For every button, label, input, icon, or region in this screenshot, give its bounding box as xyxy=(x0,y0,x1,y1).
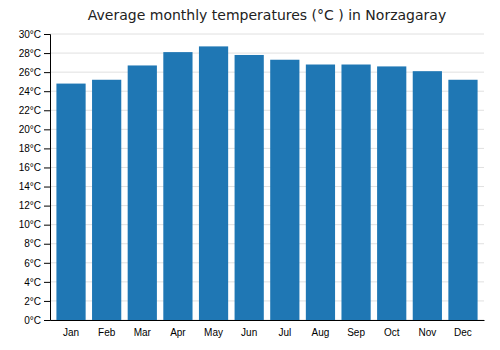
chart: 0°C 2°C 4°C 6°C 8°C 10°C 12°C 14°C 16°C 18°C 20°C 2… xyxy=(0,0,500,350)
tick-mark xyxy=(44,225,50,226)
bar xyxy=(413,71,442,320)
tick: May xyxy=(204,327,223,338)
tick-label: Apr xyxy=(170,327,186,338)
tick: 14°C xyxy=(19,181,50,192)
tick-label: Mar xyxy=(134,327,152,338)
tick-label: 24°C xyxy=(19,86,41,97)
tick-label: Jun xyxy=(241,327,257,338)
tick-mark xyxy=(44,320,50,321)
tick: 8°C xyxy=(24,238,50,249)
tick-label: Nov xyxy=(418,327,436,338)
x-axis: Jan Feb Mar Apr May Jun Jul Aug Sep Oct Nov Dec xyxy=(51,321,485,339)
bar xyxy=(163,52,192,320)
bars xyxy=(56,46,477,320)
tick: 22°C xyxy=(19,105,50,116)
tick-label: 0°C xyxy=(24,315,41,326)
tick: Nov xyxy=(418,327,436,338)
tick: 28°C xyxy=(19,48,50,59)
bar xyxy=(306,65,335,320)
tick: 12°C xyxy=(19,200,50,211)
tick-label: Aug xyxy=(312,327,330,338)
tick: 10°C xyxy=(19,219,50,230)
tick-label: Jan xyxy=(63,327,79,338)
tick-mark xyxy=(44,187,50,188)
tick-label: 4°C xyxy=(24,277,41,288)
bar xyxy=(448,80,477,320)
tick: Mar xyxy=(134,327,152,338)
tick: 20°C xyxy=(19,124,50,135)
tick: Jan xyxy=(63,327,79,338)
grid-line xyxy=(50,34,484,35)
bar xyxy=(56,84,85,320)
tick-label: 12°C xyxy=(19,200,41,211)
tick: Dec xyxy=(454,327,472,338)
tick-label: 10°C xyxy=(19,219,41,230)
bar xyxy=(199,46,228,320)
bar xyxy=(341,65,370,320)
tick: 4°C xyxy=(24,277,50,288)
tick-label: 28°C xyxy=(19,48,41,59)
tick-mark xyxy=(44,53,50,54)
tick-label: Feb xyxy=(98,327,116,338)
tick-label: Dec xyxy=(454,327,472,338)
tick-label: 14°C xyxy=(19,181,41,192)
tick: 6°C xyxy=(24,258,50,269)
tick-label: May xyxy=(204,327,223,338)
plot: 0°C 2°C 4°C 6°C 8°C 10°C 12°C 14°C 16°C 18°C 20°C 2… xyxy=(19,29,485,338)
tick-label: 18°C xyxy=(19,143,41,154)
axis-line xyxy=(51,320,485,321)
tick-mark xyxy=(44,72,50,73)
axis-line xyxy=(44,35,51,321)
tick: Sep xyxy=(347,327,365,338)
tick: 26°C xyxy=(19,67,50,78)
tick-label: 8°C xyxy=(24,238,41,249)
tick-mark xyxy=(44,167,50,168)
tick-mark xyxy=(44,110,50,111)
tick-label: 26°C xyxy=(19,67,41,78)
tick-mark xyxy=(44,129,50,130)
tick-label: 6°C xyxy=(24,258,41,269)
tick: 16°C xyxy=(19,162,50,173)
bar xyxy=(270,60,299,320)
tick-mark xyxy=(44,148,50,149)
tick: 0°C xyxy=(24,315,50,326)
grid xyxy=(50,34,484,320)
tick-label: 2°C xyxy=(24,296,41,307)
tick: Jun xyxy=(241,327,257,338)
bar xyxy=(128,65,157,320)
tick-label: Sep xyxy=(347,327,365,338)
tick-mark xyxy=(44,34,50,35)
tick: Jul xyxy=(278,327,291,338)
tick: Apr xyxy=(170,327,186,338)
y-axis: 0°C 2°C 4°C 6°C 8°C 10°C 12°C 14°C 16°C 18°C 20°C 2… xyxy=(19,29,51,326)
grid-line xyxy=(50,53,484,54)
tick: Oct xyxy=(384,327,400,338)
tick: 30°C xyxy=(19,29,50,40)
bar xyxy=(92,80,121,320)
tick: 24°C xyxy=(19,86,50,97)
tick-mark xyxy=(44,301,50,302)
tick: 2°C xyxy=(24,296,50,307)
tick-label: Oct xyxy=(384,327,400,338)
bar xyxy=(377,66,406,320)
bar xyxy=(235,55,264,320)
tick-mark xyxy=(44,244,50,245)
tick-label: Jul xyxy=(278,327,291,338)
tick-label: 16°C xyxy=(19,162,41,173)
tick-mark xyxy=(44,263,50,264)
tick-mark xyxy=(44,206,50,207)
tick: 18°C xyxy=(19,143,50,154)
tick: Aug xyxy=(312,327,330,338)
tick: Feb xyxy=(98,327,116,338)
tick-label: 22°C xyxy=(19,105,41,116)
tick-label: 30°C xyxy=(19,29,41,40)
title: Average monthly temperatures (°C ) in No… xyxy=(88,7,446,23)
tick-mark xyxy=(44,282,50,283)
tick-mark xyxy=(44,91,50,92)
tick-label: 20°C xyxy=(19,124,41,135)
